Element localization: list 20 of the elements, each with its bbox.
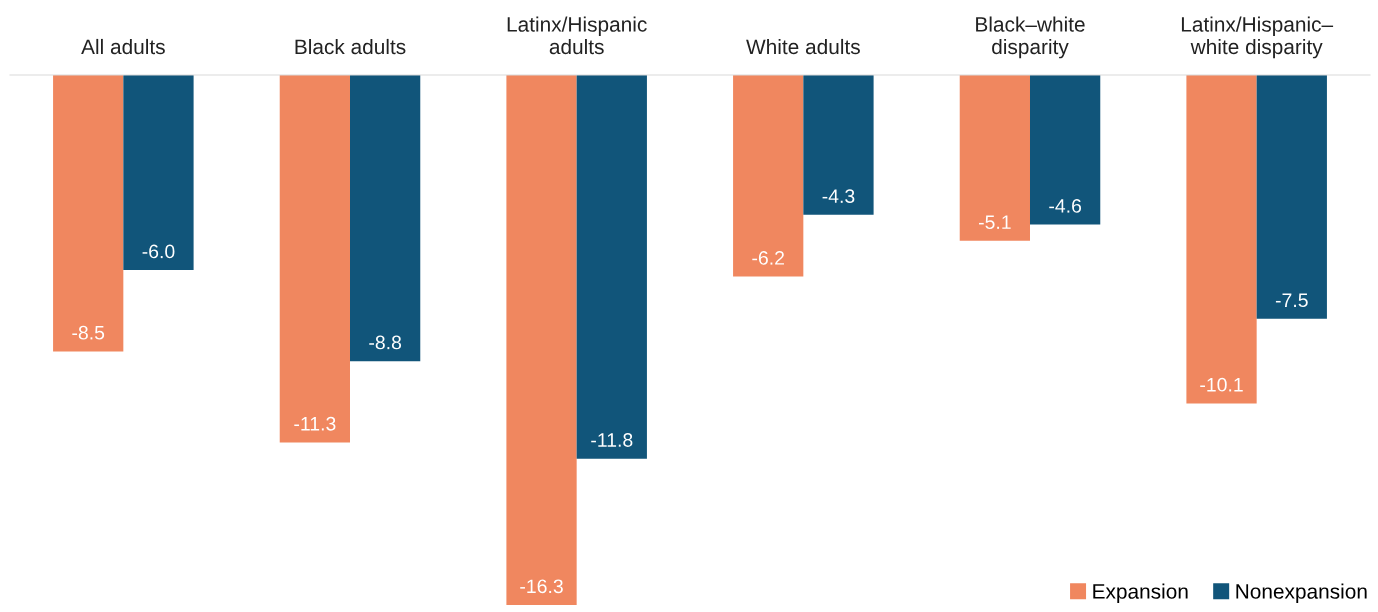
x-tick-label: Black adults xyxy=(295,38,406,55)
data-label: -4.6 xyxy=(1049,199,1082,213)
data-label: -4.3 xyxy=(822,189,855,204)
data-label: -6.0 xyxy=(142,244,175,259)
data-label: -8.8 xyxy=(369,335,402,350)
data-label: -10.1 xyxy=(1200,377,1243,392)
data-label: -16.3 xyxy=(520,579,563,594)
x-tick-label: Latinx/Hispanic adults xyxy=(507,16,647,55)
x-tick-label: Latinx/Hispanic– white disparity xyxy=(1181,16,1334,59)
x-tick-label: All adults xyxy=(81,38,165,55)
data-label: -11.3 xyxy=(294,416,336,431)
data-label: -8.5 xyxy=(72,325,105,340)
data-label: -6.2 xyxy=(752,251,784,265)
x-tick-label: Black–white disparity xyxy=(976,16,1085,59)
data-label: -5.1 xyxy=(978,215,1011,230)
legend-label: Expansion xyxy=(1093,583,1188,603)
legend-label: Nonexpansion xyxy=(1236,583,1367,603)
data-label: -11.8 xyxy=(591,433,633,447)
data-label: -7.5 xyxy=(1275,293,1308,308)
x-tick-label: White adults xyxy=(746,38,860,55)
